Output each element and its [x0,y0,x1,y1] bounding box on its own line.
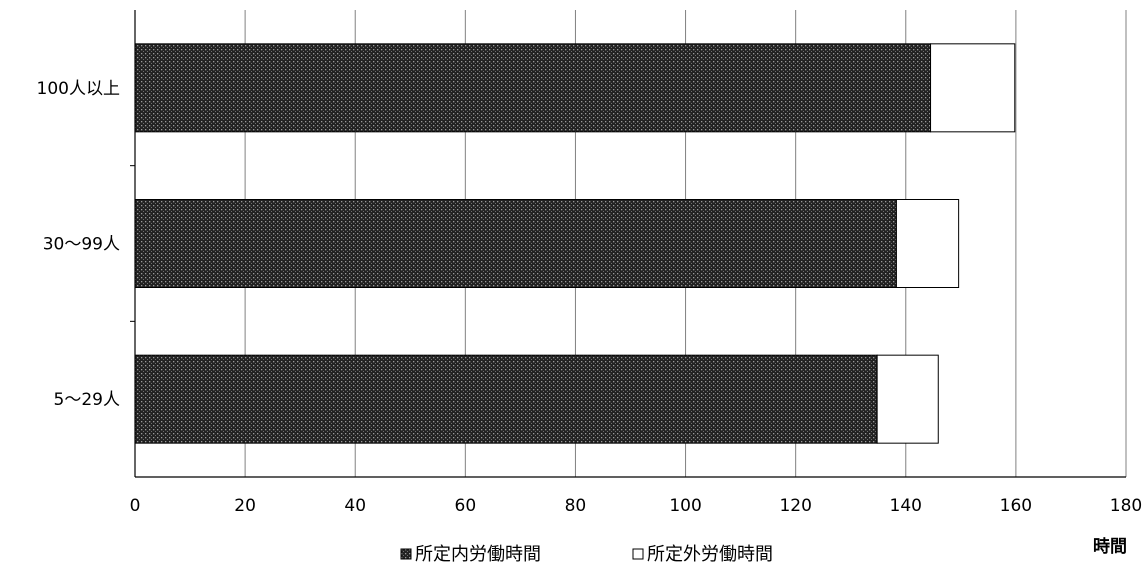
bar-segment [930,43,1016,133]
category-label: 30〜99人 [43,235,120,255]
x-tick-label: 80 [565,496,587,516]
x-tick-label: 120 [779,496,811,516]
bar-segment [876,354,939,444]
legend-label: 所定外労働時間 [647,544,773,565]
x-tick-label: 60 [455,496,477,516]
x-tick-label: 20 [234,496,256,516]
legend-swatch [400,548,412,560]
x-tick-label: 180 [1110,496,1142,516]
x-tick-label: 140 [890,496,922,516]
x-tick-label: 160 [1000,496,1032,516]
legend: 所定内労働時間 所定外労働時間 [400,544,773,565]
legend-label: 所定内労働時間 [415,544,541,565]
x-tick-label: 40 [344,496,366,516]
category-label: 5〜29人 [54,390,120,410]
bar-segment [134,199,897,288]
x-tick-label: 100 [669,496,701,516]
x-axis-unit-label: 時間 [1093,536,1127,557]
legend-swatch [632,548,644,560]
plot-area: 100人以上 30〜99人 5〜29人 0 20 40 60 80 100 120 140 160 18… [37,10,1142,516]
bar-segment [134,43,932,133]
x-tick-label: 0 [130,496,141,516]
bar-segment [895,199,960,288]
category-label: 100人以上 [37,79,120,99]
bar-segment [134,354,878,444]
